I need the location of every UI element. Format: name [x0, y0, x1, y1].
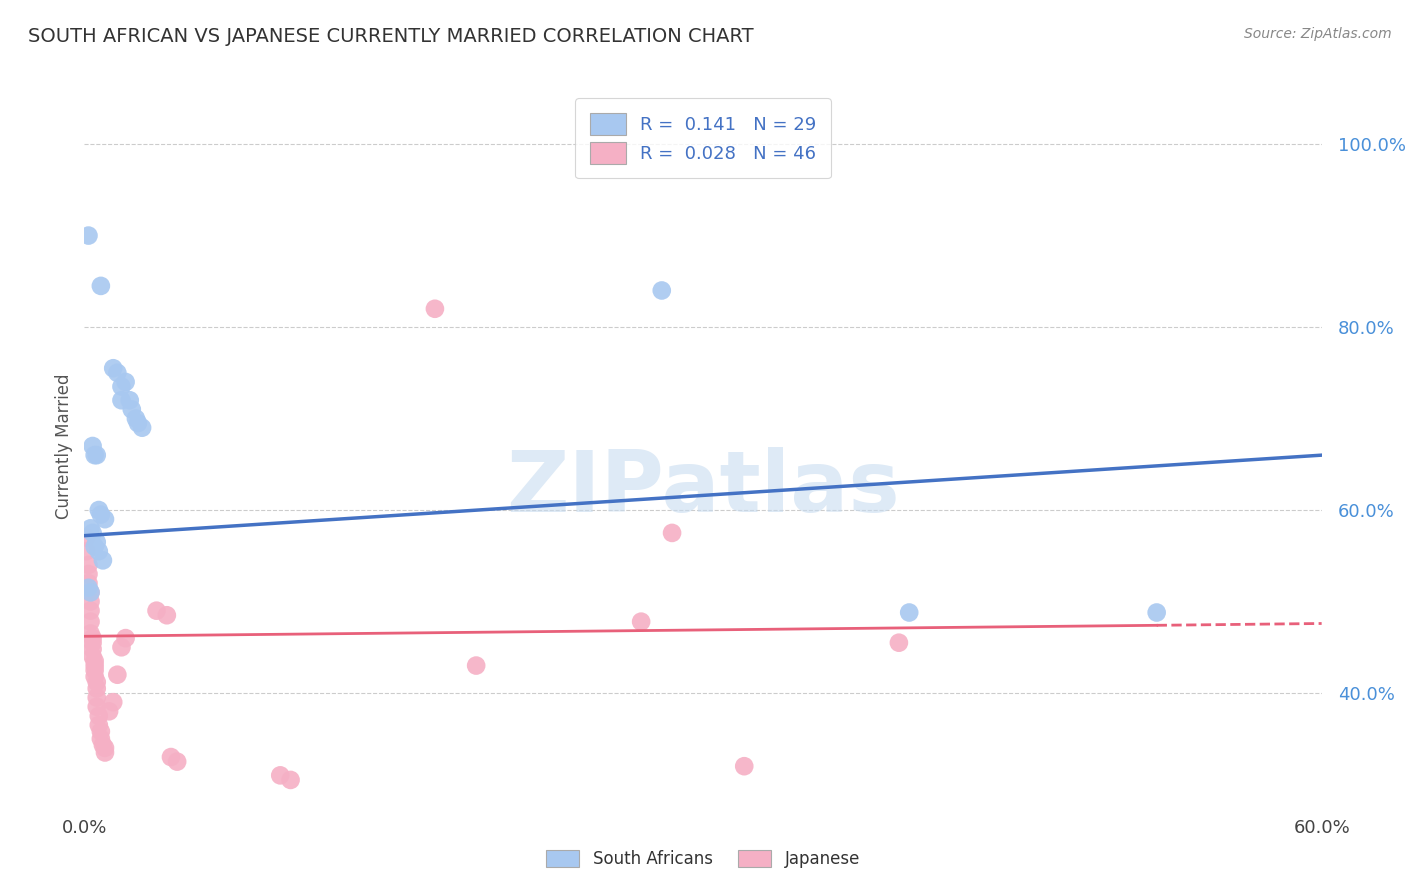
Point: [82, 525, 104, 540]
Point: [145, 604, 167, 618]
Point: [103, 361, 125, 376]
Point: [75, 544, 97, 558]
Y-axis label: Currently Married: Currently Married: [55, 373, 73, 519]
Point: [94, 512, 117, 526]
Point: [83, 448, 105, 462]
Point: [90, 731, 112, 746]
Point: [91, 553, 114, 567]
Point: [898, 606, 921, 620]
Point: [105, 366, 128, 380]
Point: [86, 535, 108, 549]
Point: [79, 594, 101, 608]
Point: [94, 740, 117, 755]
Point: [105, 667, 128, 681]
Point: [77, 228, 100, 243]
Text: ZIPatlas: ZIPatlas: [506, 447, 900, 531]
Point: [125, 411, 148, 425]
Point: [79, 585, 101, 599]
Point: [82, 649, 104, 664]
Point: [86, 675, 108, 690]
Point: [630, 615, 652, 629]
Point: [79, 521, 101, 535]
Point: [423, 301, 446, 316]
Point: [651, 284, 673, 298]
Point: [131, 420, 153, 434]
Point: [86, 681, 108, 696]
Legend: South Africans, Japanese: South Africans, Japanese: [540, 843, 866, 875]
Point: [114, 631, 136, 645]
Point: [79, 585, 101, 599]
Point: [661, 525, 683, 540]
Point: [87, 503, 110, 517]
Point: [83, 654, 105, 668]
Point: [87, 709, 110, 723]
Point: [121, 402, 143, 417]
Point: [98, 704, 121, 718]
Point: [90, 724, 112, 739]
Point: [87, 718, 110, 732]
Point: [77, 576, 100, 591]
Point: [77, 567, 100, 582]
Point: [83, 669, 105, 683]
Point: [86, 699, 108, 714]
Point: [75, 531, 97, 545]
Point: [83, 658, 105, 673]
Point: [269, 768, 291, 782]
Point: [110, 379, 132, 393]
Point: [114, 375, 136, 389]
Point: [110, 393, 132, 408]
Point: [156, 608, 179, 623]
Point: [90, 508, 112, 522]
Point: [86, 690, 108, 705]
Point: [127, 416, 149, 430]
Point: [160, 750, 183, 764]
Point: [91, 738, 114, 752]
Point: [79, 604, 101, 618]
Point: [110, 640, 132, 655]
Point: [90, 279, 112, 293]
Point: [79, 615, 101, 629]
Point: [83, 540, 105, 554]
Point: [118, 393, 141, 408]
Point: [94, 746, 117, 760]
Point: [77, 581, 100, 595]
Point: [733, 759, 755, 773]
Point: [82, 636, 104, 650]
Text: SOUTH AFRICAN VS JAPANESE CURRENTLY MARRIED CORRELATION CHART: SOUTH AFRICAN VS JAPANESE CURRENTLY MARR…: [28, 27, 754, 45]
Point: [887, 636, 910, 650]
Point: [83, 663, 105, 677]
Point: [82, 631, 104, 645]
Point: [79, 626, 101, 640]
Point: [86, 448, 108, 462]
Point: [1146, 606, 1168, 620]
Point: [77, 558, 100, 572]
Point: [87, 544, 110, 558]
Point: [82, 642, 104, 657]
Point: [166, 755, 188, 769]
Point: [103, 695, 125, 709]
Point: [280, 772, 302, 787]
Legend: R =  0.141   N = 29, R =  0.028   N = 46: R = 0.141 N = 29, R = 0.028 N = 46: [575, 98, 831, 178]
Point: [82, 439, 104, 453]
Text: Source: ZipAtlas.com: Source: ZipAtlas.com: [1244, 27, 1392, 41]
Point: [465, 658, 488, 673]
